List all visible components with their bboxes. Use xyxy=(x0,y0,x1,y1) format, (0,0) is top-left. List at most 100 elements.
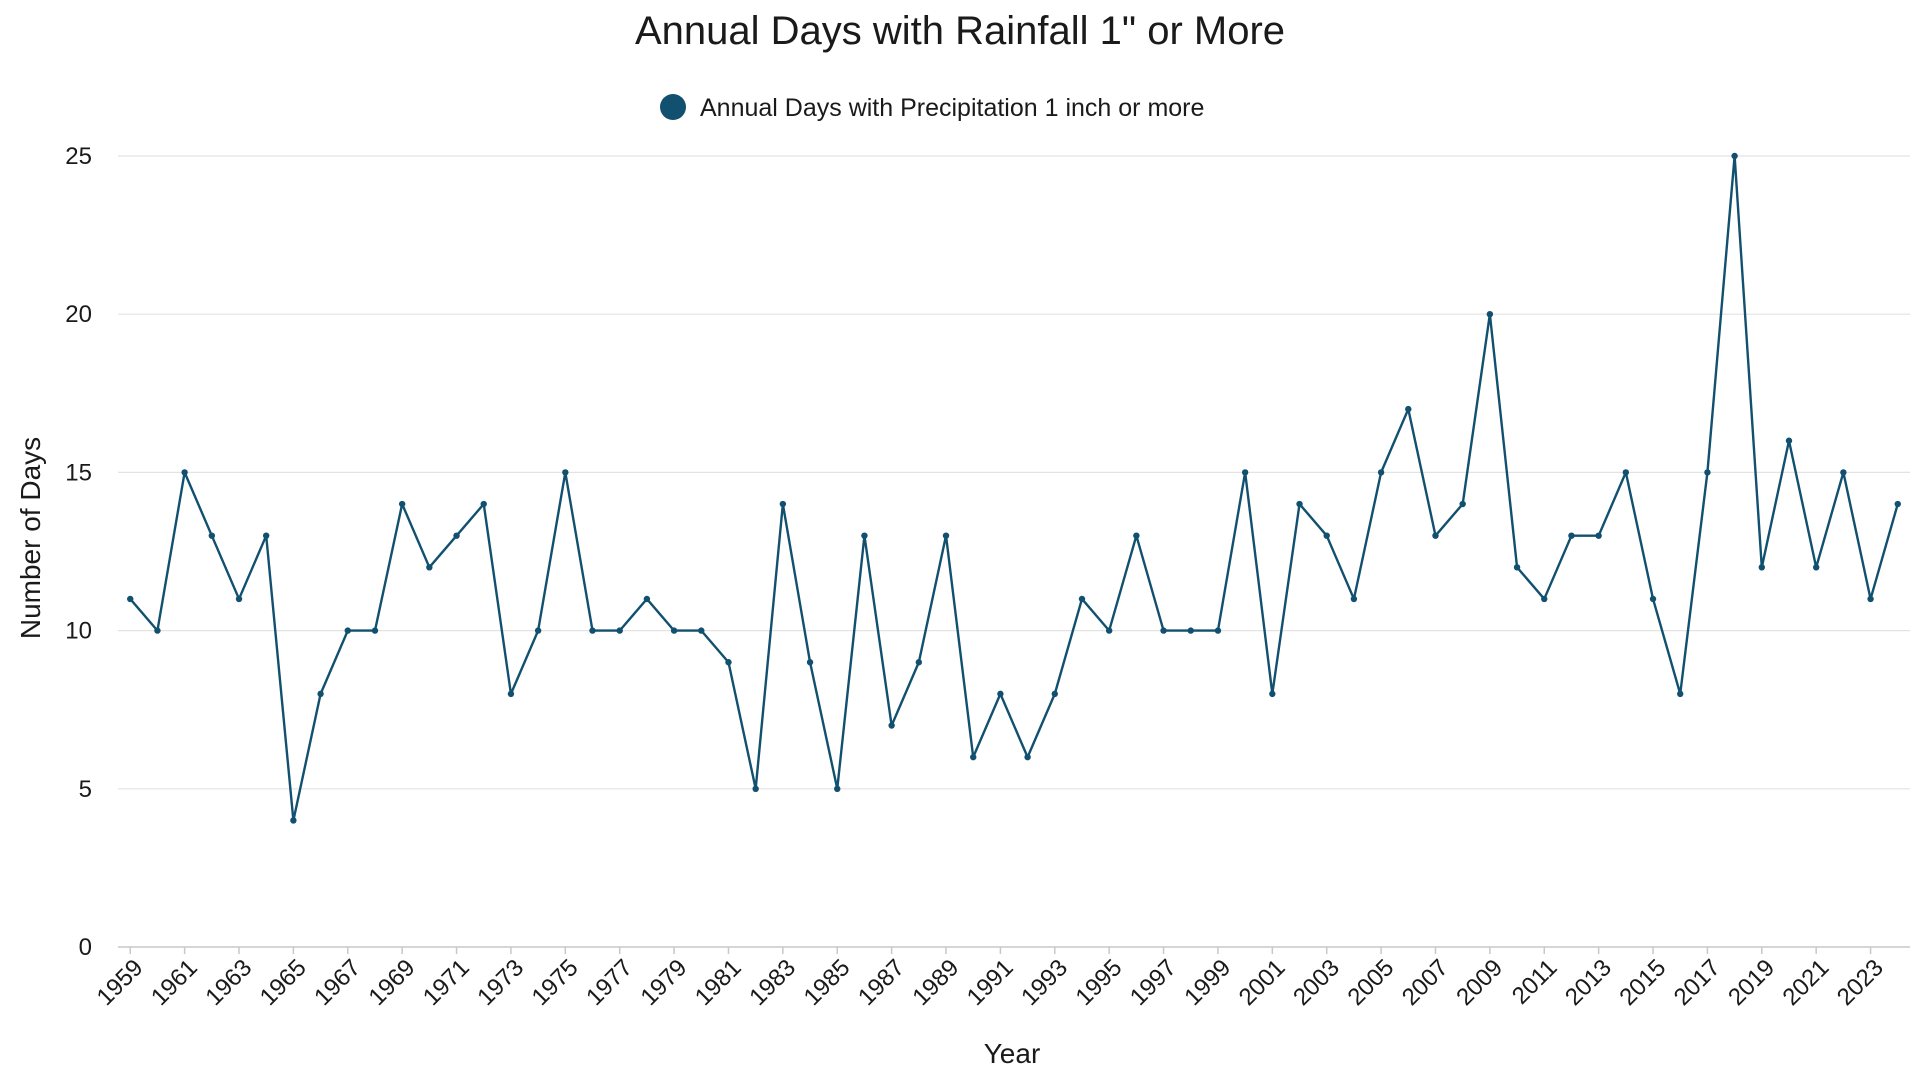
data-point xyxy=(1350,595,1358,603)
x-tick-label: 1983 xyxy=(744,954,801,1011)
x-tick-label: 2019 xyxy=(1723,954,1780,1011)
data-point xyxy=(779,500,787,508)
data-point xyxy=(1595,532,1602,539)
series-annual-days xyxy=(127,152,1901,824)
data-point xyxy=(1405,405,1412,413)
data-point xyxy=(1214,627,1222,634)
data-point xyxy=(1187,627,1194,634)
data-point xyxy=(616,627,623,634)
x-axis-label: Year xyxy=(984,1038,1041,1069)
data-point xyxy=(1568,532,1575,539)
x-tick-label: 1971 xyxy=(418,954,475,1011)
data-point xyxy=(670,627,678,634)
data-point xyxy=(861,532,868,539)
gridlines xyxy=(118,155,1910,790)
x-tick-label: 1959 xyxy=(92,954,149,1011)
x-tick-label: 1987 xyxy=(853,954,910,1011)
x-tick-label: 2011 xyxy=(1507,954,1563,1010)
x-tick-label: 2009 xyxy=(1451,954,1508,1011)
data-point xyxy=(970,753,977,761)
data-point xyxy=(1731,152,1738,160)
x-tick-label: 2021 xyxy=(1778,954,1835,1011)
x-tick-label: 2007 xyxy=(1397,954,1454,1011)
data-point xyxy=(1867,595,1874,603)
data-point xyxy=(263,532,270,539)
legend-label: Annual Days with Precipitation 1 inch or… xyxy=(700,94,1204,122)
data-point xyxy=(426,564,433,571)
x-tick-label: 1989 xyxy=(907,954,964,1011)
x-tick-label: 2017 xyxy=(1669,954,1726,1011)
series-line xyxy=(129,154,1899,822)
data-point xyxy=(1677,690,1684,698)
data-point xyxy=(1622,469,1630,476)
data-point xyxy=(1051,690,1058,698)
y-tick-label: 20 xyxy=(65,301,92,328)
data-point xyxy=(1649,595,1657,603)
y-tick-label: 25 xyxy=(65,143,92,170)
data-point xyxy=(698,627,705,634)
x-tick-label: 2015 xyxy=(1614,954,1671,1011)
data-point xyxy=(1785,437,1793,444)
x-tick-label: 1969 xyxy=(364,954,421,1011)
x-tick-label: 1973 xyxy=(472,954,529,1011)
data-point xyxy=(208,532,216,539)
data-point xyxy=(1432,532,1439,539)
data-point xyxy=(562,469,569,476)
y-tick-label: 15 xyxy=(65,459,92,486)
data-point xyxy=(1133,532,1140,539)
data-point xyxy=(806,659,814,666)
data-point xyxy=(1296,500,1303,508)
legend-marker xyxy=(660,94,686,120)
data-point xyxy=(1459,500,1466,508)
x-tick-label: 2001 xyxy=(1234,954,1291,1011)
data-point xyxy=(1078,595,1086,603)
data-point xyxy=(997,690,1004,698)
data-point xyxy=(127,595,134,603)
data-point xyxy=(344,627,351,634)
data-point xyxy=(290,817,297,824)
y-axis-label: Number of Days xyxy=(15,437,46,639)
data-point xyxy=(398,500,406,508)
x-tick-label: 1985 xyxy=(799,954,856,1011)
data-point xyxy=(1704,469,1711,476)
x-tick-label: 1963 xyxy=(200,954,257,1011)
x-tick-label: 1981 xyxy=(690,954,747,1011)
data-point xyxy=(1269,690,1276,698)
data-point xyxy=(371,627,379,634)
data-point xyxy=(1160,627,1167,634)
data-point xyxy=(834,785,841,792)
x-tick-label: 1991 xyxy=(962,954,1019,1011)
data-point xyxy=(1513,564,1521,571)
data-point xyxy=(1486,311,1494,318)
x-tick-label: 2003 xyxy=(1288,954,1345,1011)
data-point xyxy=(915,659,923,666)
x-tick-label: 2013 xyxy=(1560,954,1617,1011)
data-point xyxy=(1323,532,1330,539)
data-point xyxy=(1758,564,1765,571)
x-tick-label: 2023 xyxy=(1832,954,1889,1011)
data-point xyxy=(725,659,732,666)
data-point xyxy=(942,532,950,539)
x-tick-label: 1999 xyxy=(1179,954,1236,1011)
x-tick-label: 2005 xyxy=(1342,954,1399,1011)
data-point xyxy=(534,627,542,634)
legend: Annual Days with Precipitation 1 inch or… xyxy=(660,94,1204,122)
x-tick-label: 1979 xyxy=(635,954,692,1011)
data-point xyxy=(317,690,324,698)
x-tick-label: 1995 xyxy=(1071,954,1128,1011)
x-tick-label: 1965 xyxy=(255,954,312,1011)
data-point xyxy=(453,532,460,539)
data-point xyxy=(235,595,243,603)
data-point xyxy=(643,595,651,603)
data-point xyxy=(154,627,161,634)
data-point xyxy=(480,500,487,508)
data-point xyxy=(1840,469,1847,476)
y-tick-label: 10 xyxy=(65,618,92,645)
x-tick-labels: 1959196119631965196719691971197319751977… xyxy=(92,947,1889,1011)
x-tick-label: 1997 xyxy=(1125,954,1182,1011)
x-tick-label: 1961 xyxy=(146,954,203,1011)
y-tick-labels: 0 5 10 15 20 25 xyxy=(65,143,92,961)
chart-title: Annual Days with Rainfall 1" or More xyxy=(635,9,1285,53)
x-tick-label: 1993 xyxy=(1016,954,1073,1011)
